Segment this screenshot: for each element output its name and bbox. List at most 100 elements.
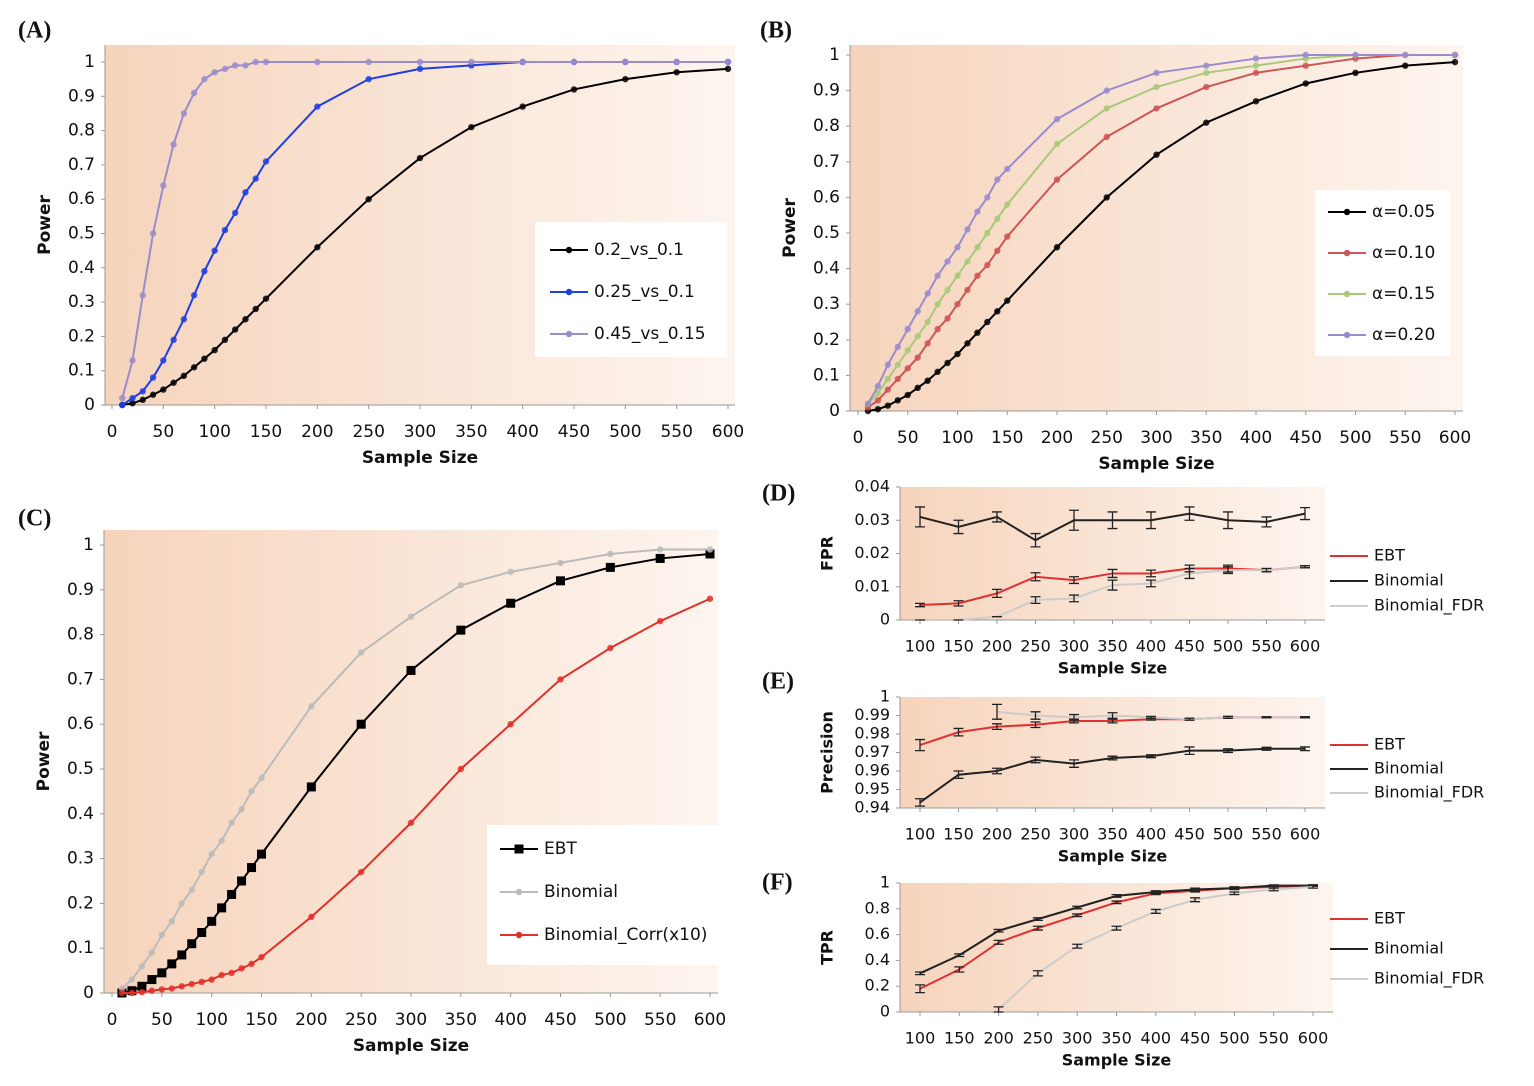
y-tick-label: 0.9 — [68, 86, 95, 106]
marker — [211, 69, 218, 76]
marker — [864, 400, 872, 408]
marker — [914, 308, 921, 315]
error-bar — [993, 939, 1004, 945]
marker — [197, 928, 207, 938]
error-bar — [1308, 884, 1318, 889]
error-bar — [1107, 712, 1118, 719]
y-tick-label: 1 — [880, 873, 890, 892]
marker — [974, 208, 981, 215]
marker — [1153, 83, 1160, 91]
y-tick-label: 0.5 — [67, 759, 94, 779]
marker — [468, 58, 475, 66]
x-tick-label: 150 — [991, 428, 1023, 448]
y-tick-label: 0.2 — [67, 893, 94, 913]
marker — [168, 985, 175, 992]
x-tick-label: 550 — [644, 1010, 676, 1030]
y-tick-label: 0.96 — [854, 761, 890, 780]
x-tick-label: 200 — [982, 637, 1013, 656]
x-tick-label: 450 — [1174, 825, 1205, 844]
error-bar — [915, 602, 925, 608]
y-tick-label: 0.3 — [67, 849, 94, 869]
marker — [138, 962, 146, 970]
marker — [248, 788, 255, 795]
marker — [964, 286, 971, 294]
series-line — [867, 54, 1455, 405]
marker — [656, 546, 664, 553]
marker — [407, 613, 415, 620]
marker — [139, 292, 146, 299]
x-tick-label: 0 — [853, 428, 864, 448]
x-tick-label: 550 — [1258, 1029, 1289, 1048]
marker — [519, 103, 526, 110]
error-bar — [1069, 576, 1079, 585]
y-tick-label: 1 — [829, 45, 840, 65]
legend-marker — [1343, 208, 1351, 216]
marker — [160, 386, 167, 393]
y-tick-label: 0.6 — [67, 714, 94, 734]
marker — [557, 559, 564, 567]
x-tick-label: 350 — [1101, 1029, 1132, 1048]
x-tick-label: 400 — [1136, 825, 1167, 844]
marker — [570, 86, 578, 93]
marker — [314, 103, 321, 110]
marker — [1302, 80, 1309, 87]
y-tick-label: 0.98 — [854, 724, 890, 743]
legend-label: α=0.20 — [1372, 325, 1435, 345]
x-tick-label: 0 — [107, 422, 118, 442]
y-tick-label: 1 — [880, 687, 890, 706]
error-bar — [1268, 887, 1279, 892]
marker — [221, 65, 229, 73]
marker — [874, 397, 882, 404]
marker — [557, 676, 564, 683]
error-bar — [1107, 511, 1118, 530]
x-tick-label: 600 — [1290, 637, 1321, 656]
marker — [129, 394, 136, 402]
marker — [306, 782, 316, 792]
y-tick-label: 0.4 — [813, 259, 840, 279]
error-bar — [915, 984, 925, 994]
marker — [964, 340, 971, 347]
x-tick-label: 450 — [558, 422, 590, 442]
marker — [974, 329, 981, 336]
marker — [227, 889, 237, 899]
x-axis-title: Sample Size — [1058, 659, 1168, 678]
marker — [607, 644, 614, 652]
error-bar — [1069, 759, 1079, 768]
marker — [365, 75, 372, 83]
marker — [211, 247, 218, 254]
x-tick-label: 300 — [1062, 1029, 1093, 1048]
y-tick-label: 1 — [84, 52, 95, 72]
marker — [457, 765, 465, 773]
marker — [170, 141, 177, 148]
marker — [914, 354, 921, 361]
error-bar — [1069, 594, 1079, 603]
y-tick-label: 0.6 — [68, 189, 95, 209]
marker — [673, 69, 680, 76]
legend-label: 0.25_vs_0.1 — [594, 282, 695, 302]
marker — [724, 58, 732, 66]
marker — [706, 595, 714, 602]
error-bar — [954, 953, 965, 958]
error-bar — [1300, 716, 1310, 719]
marker — [242, 316, 249, 323]
x-tick-label: 50 — [153, 422, 175, 442]
marker — [416, 65, 424, 73]
marker — [118, 985, 126, 992]
marker — [217, 903, 227, 913]
marker — [157, 968, 167, 978]
marker — [1103, 87, 1110, 94]
x-tick-label: 300 — [404, 422, 436, 442]
legend-label: Binomial_FDR — [1374, 596, 1484, 616]
marker — [1004, 165, 1011, 173]
legend-label: α=0.10 — [1372, 243, 1435, 263]
marker — [994, 176, 1001, 183]
marker — [407, 819, 415, 826]
marker — [964, 258, 971, 265]
error-bar — [1069, 509, 1079, 531]
series-line — [121, 548, 710, 990]
x-tick-label: 300 — [1059, 825, 1090, 844]
y-tick-label: 0.9 — [813, 81, 840, 101]
marker — [884, 386, 892, 393]
marker — [1203, 69, 1210, 77]
marker — [218, 971, 225, 979]
